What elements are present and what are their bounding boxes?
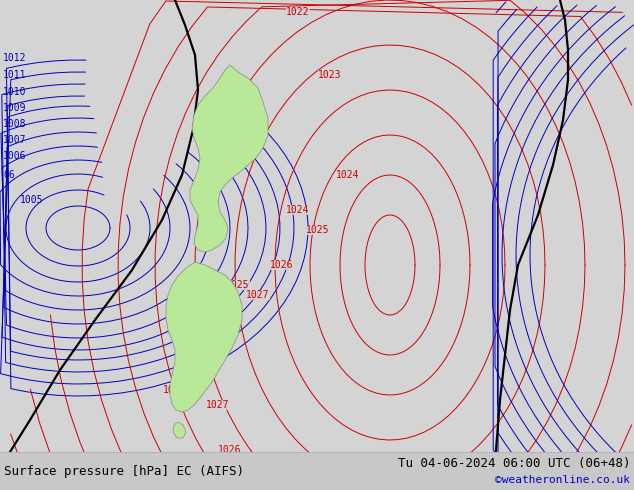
Text: 1025: 1025 bbox=[306, 225, 330, 235]
Text: 06: 06 bbox=[3, 170, 15, 180]
Text: 1024: 1024 bbox=[286, 205, 310, 215]
Text: 1027: 1027 bbox=[246, 290, 269, 300]
Text: ©weatheronline.co.uk: ©weatheronline.co.uk bbox=[495, 475, 630, 485]
Text: Surface pressure [hPa] EC (AIFS): Surface pressure [hPa] EC (AIFS) bbox=[4, 465, 244, 477]
Text: 1024: 1024 bbox=[336, 170, 359, 180]
Text: Tu 04-06-2024 06:00 UTC (06+48): Tu 04-06-2024 06:00 UTC (06+48) bbox=[398, 458, 630, 470]
Text: 1025: 1025 bbox=[176, 350, 200, 360]
Text: 1011: 1011 bbox=[3, 70, 27, 80]
Text: 1026: 1026 bbox=[270, 260, 294, 270]
Text: 1007: 1007 bbox=[3, 135, 27, 145]
Polygon shape bbox=[190, 65, 268, 252]
Text: 1026: 1026 bbox=[218, 445, 242, 455]
Text: 1023: 1023 bbox=[318, 70, 342, 80]
Bar bbox=[0, 452, 634, 490]
Text: 1025: 1025 bbox=[226, 280, 250, 290]
Text: 1005: 1005 bbox=[20, 195, 44, 205]
Text: 1009: 1009 bbox=[3, 103, 27, 113]
Polygon shape bbox=[173, 422, 186, 438]
Text: 1008: 1008 bbox=[3, 119, 27, 129]
Text: 1026: 1026 bbox=[163, 385, 187, 395]
Text: 1027: 1027 bbox=[233, 463, 257, 473]
Text: 1027: 1027 bbox=[206, 400, 230, 410]
Text: 1010: 1010 bbox=[3, 87, 27, 97]
Text: 1025: 1025 bbox=[210, 470, 234, 480]
Polygon shape bbox=[166, 262, 242, 412]
Text: 1006: 1006 bbox=[3, 151, 27, 161]
Text: 1022: 1022 bbox=[286, 7, 310, 17]
Text: 1012: 1012 bbox=[3, 53, 27, 63]
